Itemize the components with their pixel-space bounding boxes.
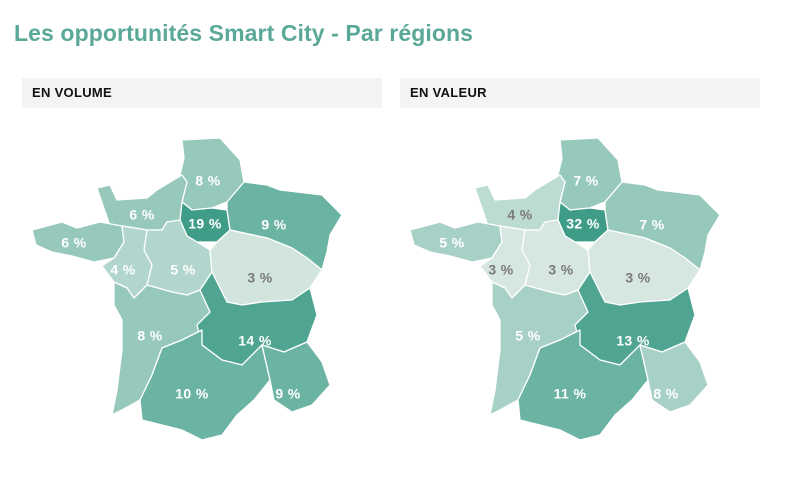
region-label-nouvelle-aquitaine: 5 % bbox=[515, 328, 540, 344]
france-map-valeur: 7 % 4 % 32 % 7 % 5 % 3 % 3 % 3 % 5 % 13 % 11 % 8 % bbox=[409, 137, 721, 441]
region-label-nouvelle-aquitaine: 8 % bbox=[137, 328, 162, 344]
region-label-normandie: 6 % bbox=[129, 207, 154, 223]
region-label-paca: 8 % bbox=[653, 386, 678, 402]
region-label-normandie: 4 % bbox=[507, 207, 532, 223]
region-label-pays-de-la-loire: 4 % bbox=[110, 262, 135, 278]
region-label-auvergne-rhone-alpes: 13 % bbox=[616, 333, 650, 349]
france-map-volume: 8 % 6 % 19 % 9 % 6 % 4 % 5 % 3 % 8 % 14 % 10 % 9 % bbox=[31, 137, 343, 441]
region-label-bretagne: 6 % bbox=[61, 235, 86, 251]
region-paca bbox=[639, 341, 709, 413]
region-label-centre-val-de-loire: 5 % bbox=[170, 262, 195, 278]
page-title: Les opportunités Smart City - Par région… bbox=[14, 20, 474, 46]
region-label-paca: 9 % bbox=[275, 386, 300, 402]
region-label-hauts-de-france: 7 % bbox=[573, 173, 598, 189]
panel-header-valeur: EN VALEUR bbox=[400, 78, 760, 108]
region-label-bourgogne-franche-comte: 3 % bbox=[625, 270, 650, 286]
region-label-bretagne: 5 % bbox=[439, 235, 464, 251]
region-label-grand-est: 9 % bbox=[261, 217, 286, 233]
region-label-ile-de-france: 32 % bbox=[566, 216, 600, 232]
region-label-grand-est: 7 % bbox=[639, 217, 664, 233]
region-label-ile-de-france: 19 % bbox=[188, 216, 222, 232]
panel-header-volume: EN VOLUME bbox=[22, 78, 382, 108]
region-label-centre-val-de-loire: 3 % bbox=[548, 262, 573, 278]
region-label-occitanie: 11 % bbox=[554, 386, 587, 402]
region-label-hauts-de-france: 8 % bbox=[195, 173, 220, 189]
region-label-auvergne-rhone-alpes: 14 % bbox=[238, 333, 272, 349]
region-paca bbox=[261, 341, 331, 413]
region-label-bourgogne-franche-comte: 3 % bbox=[247, 270, 272, 286]
region-label-occitanie: 10 % bbox=[175, 386, 209, 402]
region-label-pays-de-la-loire: 3 % bbox=[488, 262, 513, 278]
